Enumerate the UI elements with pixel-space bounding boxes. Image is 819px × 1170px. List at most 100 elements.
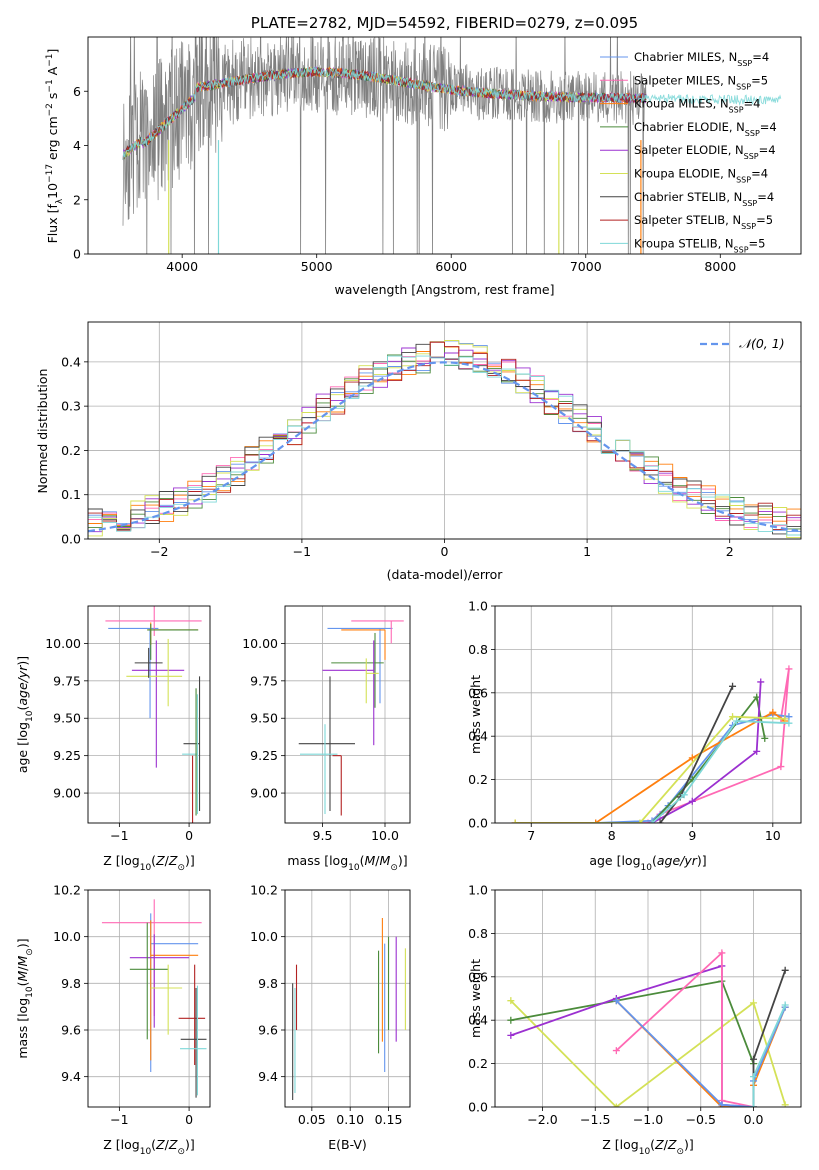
weight-line	[615, 1000, 787, 1107]
spectrum-frame	[87, 36, 802, 255]
y-tick-label: 9.75	[250, 673, 278, 688]
weight_vs_age-axes: 7 8 9 10 0.0 0.2 0.4 0.6 0.8 1.0	[468, 599, 801, 843]
y-tick-label: 9.8	[61, 976, 81, 991]
error-bar-point	[150, 920, 199, 1061]
x-tick-label: −1	[110, 1112, 128, 1127]
weight-marker	[648, 819, 656, 823]
weight_vs_age-series	[511, 665, 793, 823]
weight-marker	[781, 966, 789, 974]
y-tick-label: 10.2	[250, 883, 278, 898]
y-axis-label: Flux [fλ10−17 erg cm−2 s−1 A−1]	[45, 49, 65, 244]
legend-entry: Salpeter MILES, NSSP=5	[634, 73, 768, 91]
x-tick-label: 0.0	[744, 1112, 764, 1127]
x-axis-label: E(B-V)	[328, 1137, 367, 1152]
weight-marker	[688, 754, 696, 762]
legend-entry: 𝒩(0, 1)	[739, 336, 785, 351]
y-tick-label: 9.4	[258, 1069, 278, 1084]
x-axis-label: (data-model)/error	[387, 567, 504, 582]
legend-entry: Chabrier STELIB, NSSP=4	[634, 190, 774, 208]
weight-marker	[750, 999, 758, 1007]
y-tick-label: 9.6	[258, 1023, 278, 1038]
x-tick-label: 0	[185, 828, 193, 843]
weight-line	[615, 950, 754, 1107]
y-tick-label: 9.25	[53, 748, 81, 763]
weight-marker	[777, 763, 785, 771]
weight-marker	[592, 819, 600, 823]
x-tick-label: −1	[110, 828, 128, 843]
x-tick-label: 5000	[301, 259, 333, 274]
error-bar-point	[150, 964, 183, 1035]
error-bar-point	[182, 694, 199, 815]
x-tick-label: −2.0	[527, 1112, 557, 1127]
weight-marker	[507, 1031, 515, 1039]
mass_vs_z-axes: −1 0 9.4 9.6 9.8 10.0 10.2	[53, 883, 210, 1127]
weight_vs_age-frame	[494, 605, 802, 824]
x-tick-label: −2	[150, 544, 168, 559]
x-tick-label: 0.05	[298, 1112, 326, 1127]
weight-line	[615, 1000, 787, 1107]
error-bar-point	[298, 676, 355, 812]
weight_vs_z-series	[507, 949, 789, 1107]
x-tick-label: 0	[185, 1112, 193, 1127]
error-bar-point	[129, 922, 169, 1040]
error-bar-point	[327, 627, 393, 704]
error-bar-point	[300, 724, 338, 815]
age_vs_z-points	[105, 606, 202, 823]
weight-line	[510, 1000, 787, 1107]
x-tick-label: 2	[726, 544, 734, 559]
x-tick-label: 7000	[570, 259, 602, 274]
error-bar-point	[178, 964, 206, 1065]
error-bar-point	[365, 658, 379, 704]
error-bar-point	[108, 627, 159, 719]
x-tick-label: 9.5	[313, 828, 333, 843]
mass_vs_z-frame	[87, 889, 211, 1108]
y-tick-label: 0.0	[468, 1100, 488, 1115]
weight-marker	[750, 1073, 758, 1081]
age_vs_mass-frame	[284, 605, 411, 824]
weight-marker	[769, 708, 777, 716]
weight-marker	[785, 713, 793, 721]
y-tick-label: 1.0	[468, 883, 488, 898]
weight-line	[651, 720, 789, 823]
y-tick-label: 2	[73, 192, 81, 207]
x-axis-label: age [log10(age/yr)]	[589, 853, 706, 873]
weight-marker	[680, 791, 688, 799]
weight-marker	[718, 949, 726, 957]
weight-marker	[718, 1101, 726, 1107]
y-axis-label: age [log10(age/yr)]	[15, 656, 35, 773]
weight-marker	[785, 719, 793, 727]
x-tick-label: 10	[765, 828, 781, 843]
x-axis-label: Z [log10(Z/Z⊙)]	[103, 1137, 195, 1157]
y-tick-label: 10.0	[250, 929, 278, 944]
x-axis-label: mass [log10(M/M⊙)]	[287, 853, 407, 873]
x-axis-label: Z [log10(Z/Z⊙)]	[602, 1137, 694, 1157]
weight-marker	[781, 1101, 789, 1107]
y-tick-label: 0.2	[468, 1056, 488, 1071]
mass_vs_ebv-frame	[284, 889, 411, 1108]
x-tick-label: −1	[293, 544, 311, 559]
legend-entry: Kroupa ELODIE, NSSP=4	[634, 167, 768, 185]
legend-entry: Salpeter ELODIE, NSSP=4	[634, 143, 776, 161]
weight-line	[515, 668, 790, 823]
weight-line	[515, 711, 786, 823]
weight-marker	[688, 797, 696, 805]
x-tick-label: −0.5	[686, 1112, 716, 1127]
weight-marker	[612, 997, 620, 1005]
x-tick-label: 1	[583, 544, 591, 559]
error-bar-point	[180, 988, 207, 1098]
spectrum-axes: 4000 5000 6000 7000 8000 0 2 4 6	[73, 84, 736, 274]
y-tick-label: 0.0	[468, 816, 488, 831]
y-axis-label: Normed distribution	[35, 369, 50, 494]
age_vs_mass-axes: 9.5 10.0 9.00 9.25 9.50 9.75 10.00	[242, 606, 410, 843]
residuals-frame	[87, 321, 802, 540]
y-tick-label: 0.6	[468, 969, 488, 984]
x-tick-label: 0.10	[336, 1112, 364, 1127]
weight-marker	[785, 665, 793, 673]
weight-marker	[781, 715, 789, 723]
y-tick-label: 9.6	[61, 1023, 81, 1038]
x-tick-label: 9	[688, 828, 696, 843]
y-tick-label: 0.8	[468, 926, 488, 941]
x-tick-label: −1.0	[633, 1112, 663, 1127]
weight-marker	[729, 682, 737, 690]
observed-spectrum	[122, 37, 647, 254]
